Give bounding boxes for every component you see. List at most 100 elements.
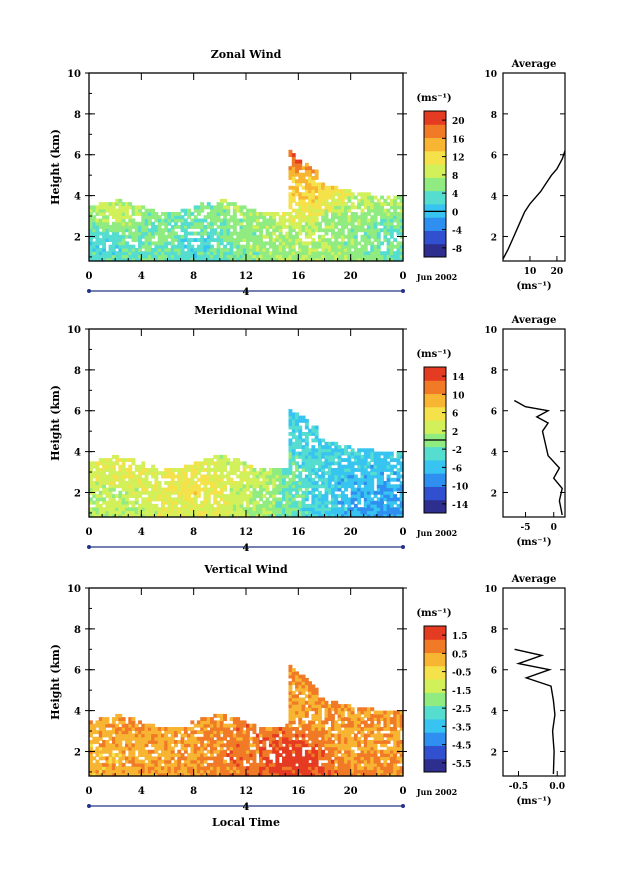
heatmap-cell (318, 251, 322, 256)
heatmap-cell (288, 468, 293, 472)
heatmap-cell (393, 238, 398, 242)
heatmap-cell (125, 251, 129, 256)
heatmap-cell (318, 458, 322, 462)
heatmap-cell (386, 212, 391, 216)
heatmap-cell (252, 481, 257, 485)
heatmap-cell (373, 717, 378, 721)
chart-title: Meridional Wind (194, 304, 298, 317)
heatmap-cell (183, 769, 188, 774)
heatmap-cell (301, 464, 306, 469)
heatmap-cell (321, 697, 326, 702)
heatmap-cell (393, 257, 398, 262)
heatmap-cell (291, 494, 296, 498)
heatmap-cell (177, 766, 182, 771)
heatmap-cell (389, 727, 394, 731)
heatmap-cell (121, 468, 126, 472)
heatmap-cell (183, 208, 188, 213)
heatmap-cell (141, 500, 146, 505)
heatmap-cell (288, 415, 293, 420)
heatmap-cell (151, 769, 155, 774)
heatmap-cell (210, 458, 214, 462)
heatmap-cell (115, 484, 120, 489)
heatmap-cell (304, 169, 309, 174)
heatmap-cell (370, 733, 375, 738)
profile-y-tick-label: 2 (491, 489, 497, 499)
heatmap-cell (331, 477, 335, 482)
heatmap-cell (344, 215, 348, 220)
heatmap-cell (95, 484, 100, 489)
heatmap-cell (298, 192, 303, 197)
heatmap-cell (272, 733, 277, 738)
heatmap-cell (232, 513, 237, 518)
heatmap-cell (268, 743, 273, 748)
heatmap-cell (311, 445, 316, 449)
heatmap-cell (242, 254, 247, 259)
heatmap-cell (121, 241, 126, 246)
heatmap-cell (102, 231, 106, 236)
heatmap-cell (268, 218, 273, 223)
heatmap-cell (285, 254, 290, 259)
heatmap-cell (131, 218, 136, 223)
heatmap-cell (363, 468, 368, 472)
heatmap-cell (249, 464, 254, 469)
heatmap-cell (128, 202, 133, 206)
heatmap-cell (219, 507, 224, 512)
heatmap-cell (298, 441, 303, 446)
heatmap-cell (144, 481, 149, 485)
heatmap-cell (367, 205, 371, 210)
heatmap-cell (177, 769, 182, 774)
heatmap-cell (301, 418, 306, 423)
heatmap-cell (318, 464, 322, 469)
heatmap-cell (272, 772, 277, 777)
heatmap-cell (190, 730, 195, 735)
heatmap-cell (125, 241, 129, 246)
heatmap-cell (353, 218, 358, 223)
heatmap-cell (334, 257, 339, 262)
heatmap-cell (180, 238, 185, 242)
heatmap-cell (396, 717, 401, 721)
heatmap-cell (275, 766, 280, 771)
heatmap-cell (308, 205, 312, 210)
heatmap-cell (308, 228, 312, 233)
heatmap-cell (285, 513, 290, 518)
heatmap-cell (389, 221, 394, 226)
heatmap-cell (200, 231, 205, 236)
heatmap-cell (180, 208, 185, 213)
heatmap-cell (389, 510, 394, 515)
heatmap-cell (161, 241, 165, 246)
heatmap-cell (386, 451, 391, 456)
heatmap-cell (200, 468, 205, 472)
heatmap-cell (288, 684, 293, 689)
heatmap-cell (291, 717, 296, 721)
heatmap-cell (291, 225, 296, 229)
heatmap-cell (308, 510, 312, 515)
heatmap-cell (255, 740, 260, 744)
heatmap-cell (393, 766, 398, 771)
heatmap-cell (111, 497, 116, 502)
heatmap-cell (131, 494, 136, 498)
heatmap-cell (144, 231, 149, 236)
heatmap-cell (363, 759, 368, 764)
heatmap-cell (291, 234, 296, 239)
heatmap-cell (370, 762, 375, 767)
heatmap-cell (246, 247, 250, 252)
heatmap-cell (337, 192, 342, 197)
heatmap-cell (373, 769, 378, 774)
heatmap-cell (383, 464, 388, 469)
heatmap-cell (249, 513, 254, 518)
heatmap-cell (331, 202, 335, 206)
heatmap-cell (164, 749, 169, 754)
heatmap-cell (327, 238, 332, 242)
heatmap-cell (288, 409, 293, 413)
heatmap-cell (301, 490, 306, 495)
heatmap-cell (324, 717, 329, 721)
heatmap-cell (232, 238, 237, 242)
heatmap-cell (203, 487, 208, 492)
heatmap-cell (187, 762, 191, 767)
heatmap-cell (347, 704, 352, 708)
heatmap-cell (121, 510, 126, 515)
heatmap-cell (357, 458, 362, 462)
heatmap-cell (262, 736, 267, 741)
heatmap-cell (386, 753, 391, 757)
heatmap-cell (206, 736, 211, 741)
